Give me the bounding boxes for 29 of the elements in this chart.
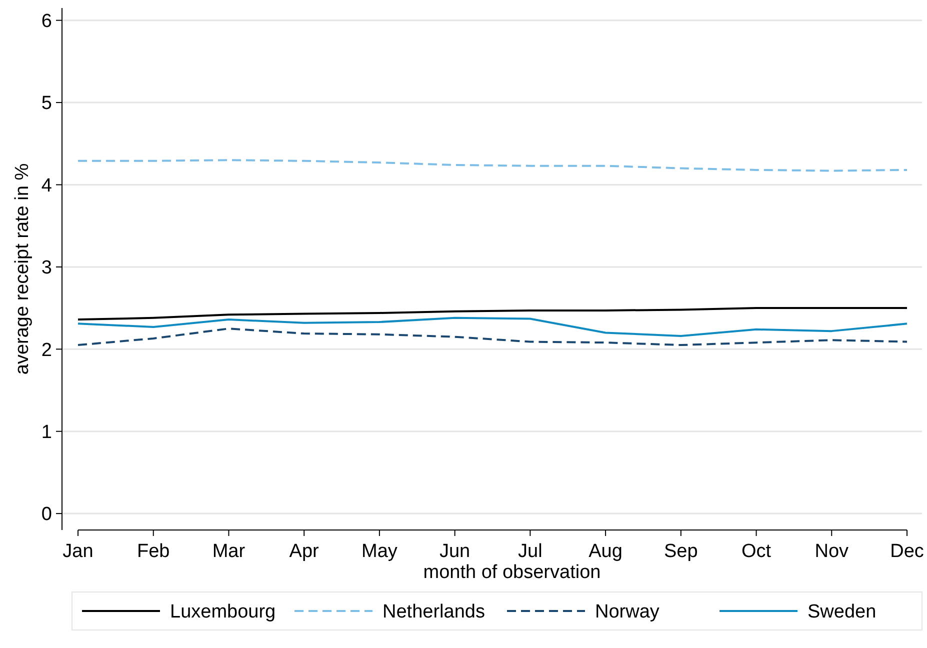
y-tick-label: 6 bbox=[41, 10, 52, 32]
x-tick-label: Feb bbox=[136, 541, 170, 562]
y-axis-title: average receipt rate in % bbox=[12, 163, 33, 375]
legend-label: Sweden bbox=[808, 602, 876, 623]
line-series bbox=[77, 159, 908, 172]
x-axis-title: month of observation bbox=[423, 562, 601, 583]
x-tick-label: Apr bbox=[289, 541, 320, 562]
line-series bbox=[77, 316, 908, 337]
x-tick-label: Aug bbox=[588, 541, 622, 562]
legend-label: Norway bbox=[595, 602, 660, 623]
y-tick-label: 1 bbox=[41, 422, 52, 444]
line-series bbox=[77, 328, 908, 346]
legend-label: Netherlands bbox=[382, 602, 485, 623]
x-tick-label: Oct bbox=[741, 541, 772, 562]
x-tick-label: Jun bbox=[440, 541, 470, 562]
x-tick-label: Nov bbox=[814, 541, 850, 562]
x-tick-label: Mar bbox=[212, 541, 246, 562]
x-tick-label: Jul bbox=[518, 541, 542, 562]
y-tick-label: 3 bbox=[41, 258, 52, 279]
x-tick-label: May bbox=[362, 541, 398, 562]
line-series bbox=[77, 307, 908, 321]
y-tick-label: 2 bbox=[41, 340, 52, 361]
x-tick-label: Dec bbox=[890, 541, 924, 562]
legend-label: Luxembourg bbox=[170, 602, 276, 623]
y-tick-label: 4 bbox=[41, 175, 52, 196]
y-tick-label: 5 bbox=[41, 93, 52, 114]
x-tick-label: Jan bbox=[62, 541, 94, 562]
y-tick-label: 0 bbox=[41, 504, 52, 526]
x-tick-label: Sep bbox=[664, 541, 698, 562]
